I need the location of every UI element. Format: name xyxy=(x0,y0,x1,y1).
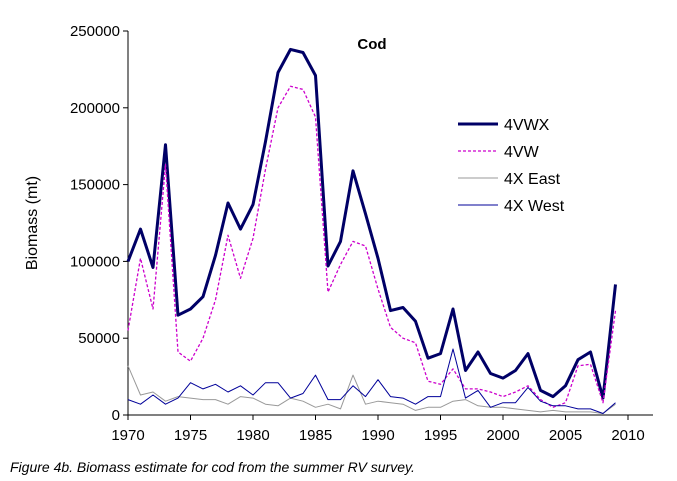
y-axis-title: Biomass (mt) xyxy=(24,176,41,270)
series-lines xyxy=(126,47,617,414)
y-tick-label: 150000 xyxy=(70,177,120,194)
y-tick-label: 250000 xyxy=(70,23,120,40)
x-tick-label: 1980 xyxy=(236,427,269,444)
series-line-4x-east xyxy=(127,365,616,414)
series-line-4vw xyxy=(127,85,617,408)
x-tick-label: 1985 xyxy=(299,427,332,444)
y-tick-label: 0 xyxy=(112,407,120,424)
y-tick-label: 100000 xyxy=(70,253,120,270)
legend-label-4vwx: 4VWX xyxy=(504,117,550,134)
axes: 0 50000 100000 150000 200000 250000 1970 1975 19… xyxy=(70,23,653,444)
x-tick-label: 2005 xyxy=(549,427,582,444)
series-line-4x-west xyxy=(127,348,616,414)
x-tick-label: 1970 xyxy=(111,427,144,444)
legend-label-4vw: 4VW xyxy=(504,144,540,161)
legend: 4VWX 4VW 4X East 4X West xyxy=(458,117,565,215)
x-tick-label: 2000 xyxy=(486,427,519,444)
legend-label-4x-west: 4X West xyxy=(504,198,565,215)
x-tick-label: 1990 xyxy=(361,427,394,444)
y-tick-label: 50000 xyxy=(78,330,120,347)
x-tick-label: 1975 xyxy=(174,427,207,444)
x-tick-label: 1995 xyxy=(424,427,457,444)
legend-label-4x-east: 4X East xyxy=(504,171,561,188)
series-line-4vwx xyxy=(126,47,617,400)
x-tick-label: 2010 xyxy=(611,427,644,444)
chart-title: Cod xyxy=(357,36,386,53)
y-tick-label: 200000 xyxy=(70,100,120,117)
figure-caption: Figure 4b. Biomass estimate for cod from… xyxy=(10,459,415,475)
